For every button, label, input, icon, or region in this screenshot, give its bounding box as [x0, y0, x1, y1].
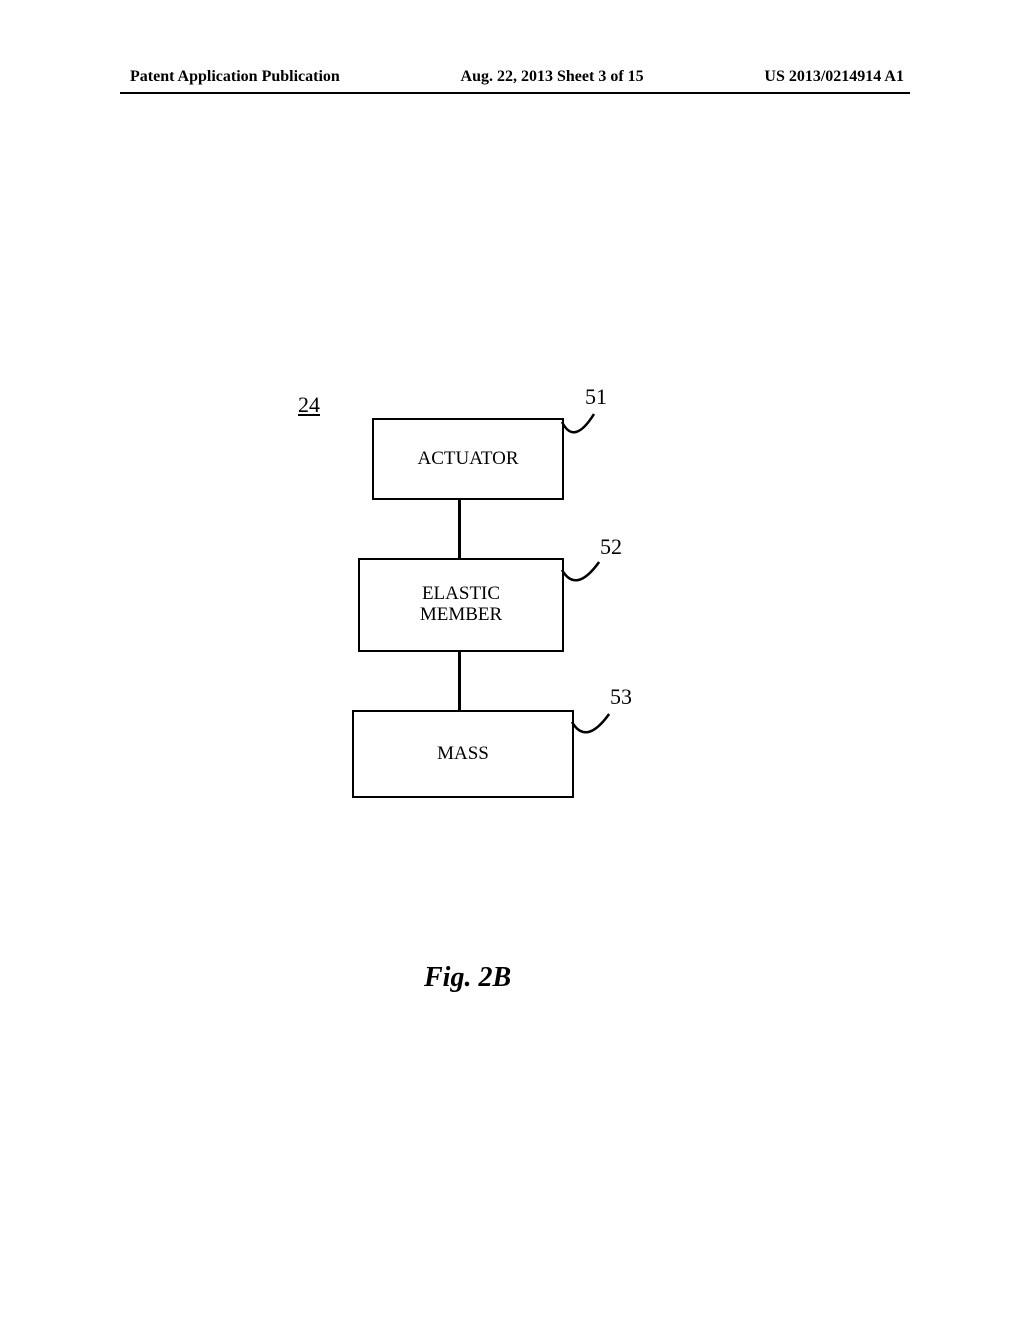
- header-left: Patent Application Publication: [130, 68, 340, 86]
- ref-num-actuator: 51: [585, 384, 607, 410]
- connector-1: [458, 652, 461, 710]
- figure-reference-text: 24: [298, 392, 320, 417]
- block-mass: MASS: [352, 710, 574, 798]
- block-actuator: ACTUATOR: [372, 418, 564, 500]
- figure-caption: Fig. 2B: [424, 962, 511, 994]
- block-label-mass: MASS: [437, 744, 489, 765]
- page-header: Patent Application Publication Aug. 22, …: [0, 68, 1024, 86]
- leader-mass: [570, 708, 616, 748]
- leader-actuator: [560, 408, 600, 448]
- header-right: US 2013/0214914 A1: [764, 68, 904, 86]
- leader-elastic-member: [560, 556, 606, 596]
- ref-num-mass: 53: [610, 684, 632, 710]
- block-label-actuator: ACTUATOR: [418, 449, 519, 470]
- connector-0: [458, 500, 461, 558]
- figure-reference-number: 24: [298, 392, 320, 418]
- header-center: Aug. 22, 2013 Sheet 3 of 15: [461, 68, 644, 86]
- block-label-elastic-member: ELASTICMEMBER: [420, 584, 502, 626]
- header-rule: [120, 92, 910, 94]
- block-elastic-member: ELASTICMEMBER: [358, 558, 564, 652]
